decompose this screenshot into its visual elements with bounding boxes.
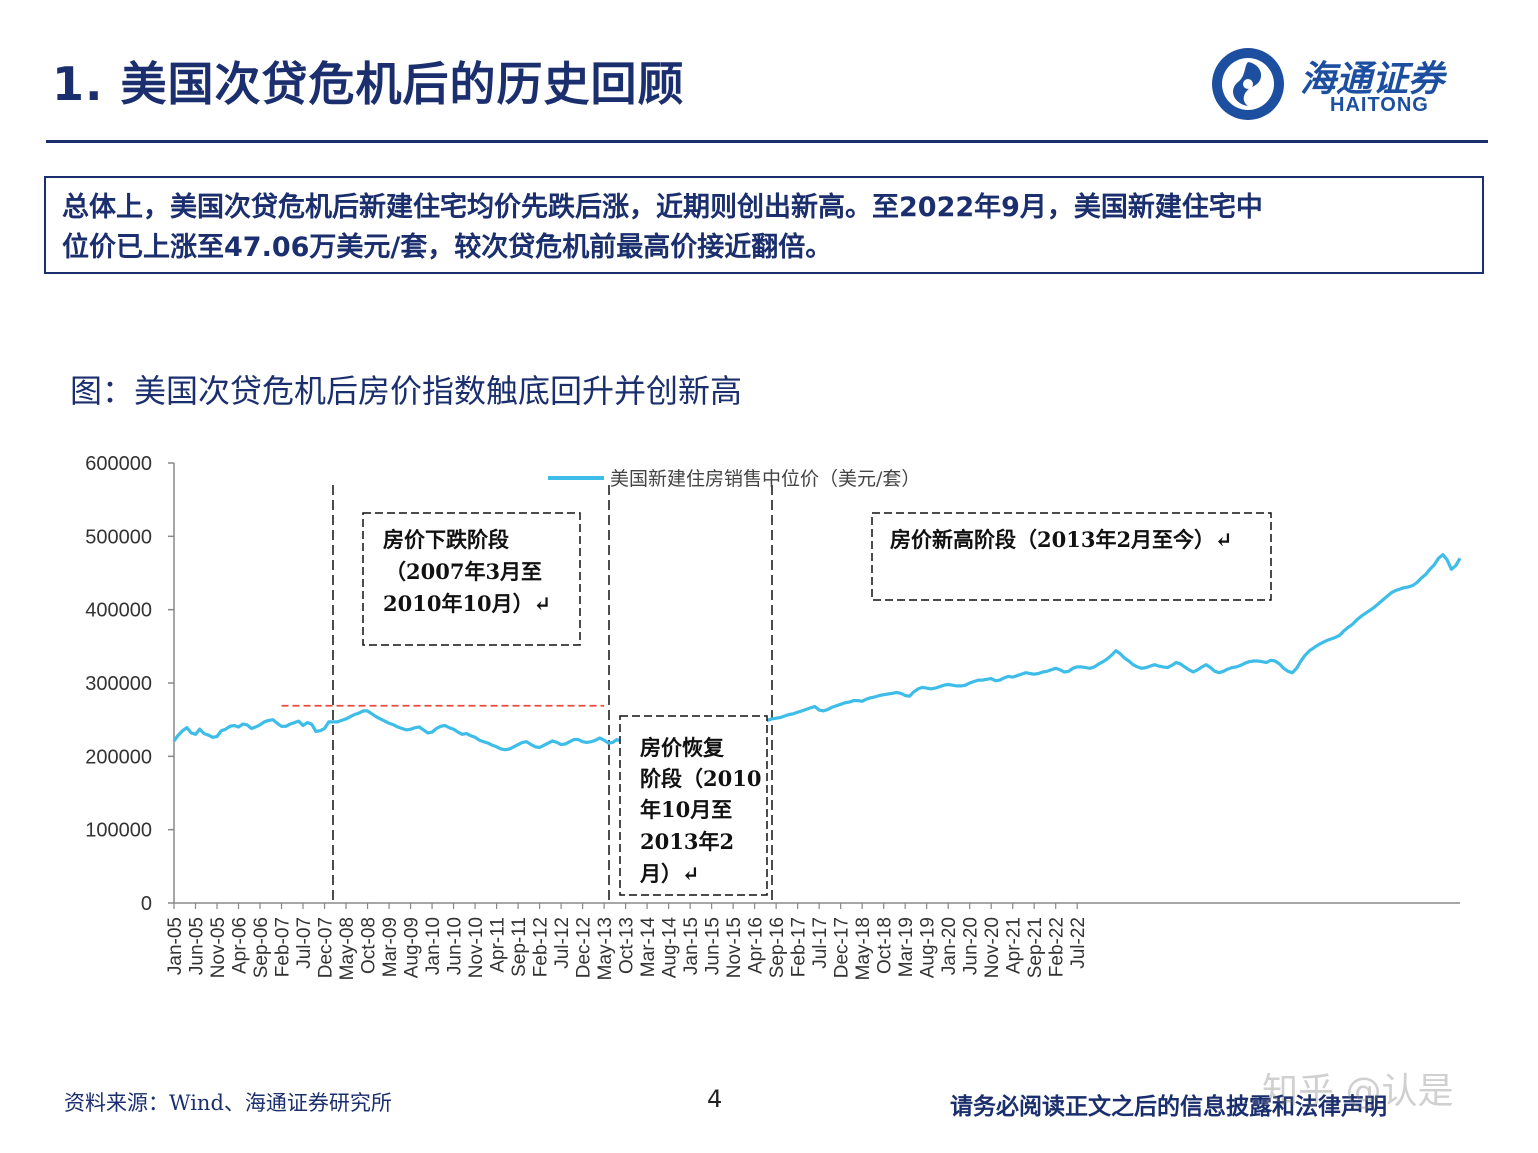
x-tick-label: Nov-10: [466, 917, 487, 978]
x-tick-label: Jan-05: [165, 917, 186, 975]
x-tick-label: May-18: [853, 917, 874, 980]
x-tick-label: Jul-22: [1068, 917, 1089, 969]
page-number: 4: [707, 1085, 723, 1113]
x-tick-label: Apr-21: [1004, 917, 1025, 974]
phase-annotation-text: 2013年2: [640, 829, 734, 854]
phase-annotation-text: 房价下跌阶段: [383, 527, 509, 552]
logo-text-en: HAITONG: [1330, 94, 1429, 116]
x-tick-label: Feb-12: [531, 917, 552, 977]
y-tick-label: 600000: [85, 453, 152, 475]
y-tick-label: 300000: [85, 673, 152, 695]
summary-line-2: 位价已上涨至47.06万美元/套，较次贷危机前最高价接近翻倍。: [62, 232, 833, 263]
summary-line-1: 总体上，美国次贷危机后新建住宅均价先跌后涨，近期则创出新高。至2022年9月，美…: [62, 192, 1263, 223]
x-tick-label: Apr-11: [488, 917, 509, 973]
phase-annotation-box: [619, 715, 768, 896]
x-tick-label: Jan-10: [423, 917, 444, 975]
phase-annotation-text: 房价新高阶段（2013年2月至今）↵: [890, 527, 1233, 552]
x-tick-label: Jan-20: [939, 917, 960, 975]
page-title: 1. 美国次贷危机后的历史回顾: [52, 57, 685, 111]
x-tick-label: May-13: [595, 917, 616, 980]
x-tick-label: Sep-11: [509, 917, 530, 977]
haitong-emblem-icon: [1212, 48, 1284, 120]
phase-annotation-text: （2007年3月至: [385, 559, 542, 584]
logo-text-cn: 海通证券: [1300, 58, 1445, 100]
line-chart: 0 100000 200000 300000 400000 500000 600000 Jan…: [85, 453, 1462, 980]
x-tick-label: May-08: [337, 917, 358, 980]
x-tick-label: Aug-09: [402, 917, 423, 978]
x-tick-label: Sep-06: [251, 917, 272, 978]
x-tick-label: Jun-05: [187, 917, 208, 975]
x-tick-label: Dec-07: [316, 917, 337, 978]
median-price-series-line: [172, 553, 1462, 752]
x-tick-label: Jul-17: [810, 917, 831, 969]
phase-annotation-text: 房价恢复: [640, 735, 725, 760]
phase-annotation-box: [871, 512, 1272, 601]
x-tick-label: Feb-07: [273, 917, 294, 977]
x-tick-label: Aug-19: [918, 917, 939, 978]
haitong-logo: 海通证券 HAITONG: [1210, 44, 1490, 124]
disclaimer: 请务必阅读正文之后的信息披露和法律声明: [950, 1093, 1387, 1120]
x-tick-label: Jun-10: [445, 917, 466, 975]
x-tick-label: Jun-15: [703, 917, 724, 975]
x-tick-label: Nov-15: [724, 917, 745, 978]
y-tick-label: 400000: [85, 600, 152, 622]
x-tick-label: Oct-18: [875, 917, 896, 974]
x-tick-label: Apr-16: [746, 917, 767, 974]
x-tick-label: Jul-07: [294, 917, 315, 969]
figure-title: 图：美国次贷危机后房价指数触底回升并创新高: [70, 372, 743, 410]
x-tick-label: Oct-13: [617, 917, 638, 974]
x-tick-label: Jun-20: [961, 917, 982, 975]
watermark: 知乎 @认是: [1262, 1071, 1454, 1112]
x-tick-label: Sep-16: [767, 917, 788, 978]
x-tick-label: Mar-09: [380, 917, 401, 977]
phase-annotation-box: [362, 512, 581, 646]
x-tick-label: Oct-08: [359, 917, 380, 974]
phase-annotation-text: 阶段（2010: [640, 766, 761, 791]
phase-annotation-text: 2010年10月）↵: [383, 591, 551, 616]
legend-label: 美国新建住房销售中位价（美元/套）: [610, 468, 920, 490]
x-tick-label: Feb-17: [789, 917, 810, 977]
x-tick-label: Nov-05: [208, 917, 229, 978]
y-tick-label: 500000: [85, 526, 152, 548]
x-tick-label: Jul-12: [552, 917, 573, 969]
x-tick-label: Apr-06: [230, 917, 251, 974]
y-tick-label: 100000: [85, 820, 152, 842]
y-tick-label: 200000: [85, 746, 152, 768]
y-tick-label: 0: [141, 893, 152, 915]
x-tick-label: Dec-12: [574, 917, 595, 978]
x-tick-label: Mar-14: [638, 917, 659, 978]
x-tick-label: Dec-17: [832, 917, 853, 978]
x-tick-label: Sep-21: [1025, 917, 1046, 978]
phase-annotation-text: 月）↵: [639, 861, 700, 886]
x-tick-label: Mar-19: [896, 917, 917, 977]
x-tick-label: Jan-15: [681, 917, 702, 975]
phase-annotation-text: 年10月至: [640, 797, 732, 822]
summary-box: 总体上，美国次贷危机后新建住宅均价先跌后涨，近期则创出新高。至2022年9月，美…: [44, 176, 1484, 274]
x-tick-label: Nov-20: [982, 917, 1003, 978]
x-tick-label: Aug-14: [660, 917, 681, 979]
x-tick-label: Feb-22: [1047, 917, 1068, 977]
source-note: 资料来源：Wind、海通证券研究所: [64, 1091, 392, 1115]
header-divider: [46, 140, 1488, 143]
